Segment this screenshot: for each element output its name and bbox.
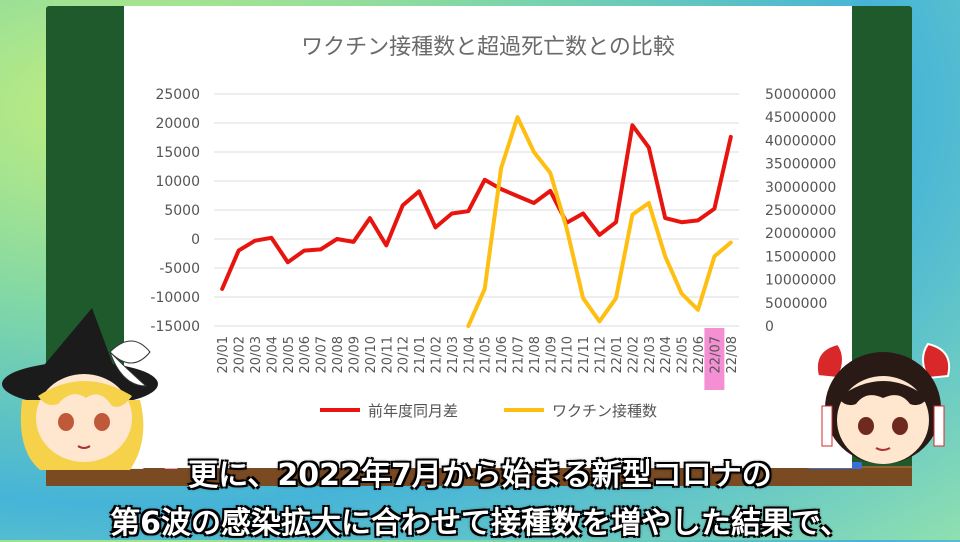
x-tick-label: 21/09 (544, 336, 559, 373)
x-tick-label: 21/11 (577, 336, 592, 373)
x-tick-label: 20/02 (233, 336, 248, 373)
right-tick-label: 0 (765, 319, 774, 335)
chalkboard-ledge (46, 466, 912, 486)
right-tick-label: 40000000 (765, 133, 836, 149)
highlight-marker (704, 328, 725, 390)
chart-title: ワクチン接種数と超過死亡数との比較 (301, 35, 675, 60)
right-tick-label: 15000000 (765, 249, 836, 265)
right-tick-label: 45000000 (765, 110, 836, 126)
x-tick-label: 21/06 (495, 336, 510, 373)
x-tick-label: 20/06 (298, 336, 313, 373)
shrine-maiden-character-icon (816, 342, 950, 464)
right-tick-label: 5000000 (765, 296, 827, 312)
x-tick-label: 20/01 (216, 336, 231, 373)
x-tick-label: 21/03 (446, 336, 461, 373)
x-tick-label: 22/08 (725, 336, 740, 373)
x-tick-label: 22/05 (676, 336, 691, 373)
x-tick-label: 22/06 (692, 336, 707, 373)
x-tick-label: 21/02 (429, 336, 444, 373)
right-tick-label: 25000000 (765, 203, 836, 219)
right-tick-label: 20000000 (765, 226, 836, 242)
x-tick-label: 20/08 (331, 336, 346, 373)
x-tick-label: 22/04 (659, 336, 674, 373)
series-line-2 (466, 115, 733, 328)
left-tick-label: 20000 (155, 116, 200, 132)
right-tick-label: 10000000 (765, 273, 836, 289)
legend: 前年度同月差 ワクチン接種数 (320, 402, 657, 420)
gridlines (214, 93, 739, 327)
x-tick-label: 21/01 (413, 336, 428, 373)
x-tick-label: 21/12 (594, 336, 609, 373)
chart-panel: ワクチン接種数と超過死亡数との比較 25000 20000 15000 10000 50… (124, 6, 852, 468)
right-tick-label: 50000000 (765, 87, 836, 103)
left-tick-label: -15000 (150, 319, 200, 335)
right-tick-label: 35000000 (765, 157, 836, 173)
legend-label-series-1: 前年度同月差 (368, 402, 458, 420)
left-tick-label: 25000 (155, 87, 200, 103)
left-tick-label: -10000 (150, 290, 200, 306)
x-tick-label: 21/08 (528, 336, 543, 373)
x-tick-label: 20/03 (249, 336, 264, 373)
left-tick-label: 5000 (164, 203, 200, 219)
subtitle-line-2: 第6波の感染拡大に合わせて接種数を増やした結果で、 (110, 506, 850, 541)
x-tick-label: 22/01 (610, 336, 625, 373)
x-tick-label: 20/10 (364, 336, 379, 373)
series-line-1 (220, 123, 733, 291)
x-tick-label: 21/07 (512, 336, 527, 373)
line-chart: ワクチン接種数と超過死亡数との比較 25000 20000 15000 10000 50… (150, 35, 836, 420)
x-axis-ticks: 20/01 20/02 20/03 20/04 20/05 20/06 20/07 20/08… (216, 328, 740, 390)
witch-character-icon (2, 308, 158, 470)
x-tick-label: 22/02 (626, 336, 641, 373)
x-tick-label: 20/07 (315, 336, 330, 373)
x-tick-label: 21/04 (462, 336, 477, 373)
left-tick-label: 0 (191, 232, 200, 248)
x-tick-label: 22/03 (643, 336, 658, 373)
x-tick-label: 20/09 (347, 336, 362, 373)
x-tick-label: 22/07 (708, 336, 723, 373)
left-axis-ticks: 25000 20000 15000 10000 5000 0 -5000 -10000 -150… (150, 87, 200, 335)
right-tick-label: 30000000 (765, 180, 836, 196)
x-tick-label: 21/05 (479, 336, 494, 373)
left-tick-label: -5000 (159, 261, 200, 277)
left-tick-label: 15000 (155, 145, 200, 161)
x-tick-label: 20/12 (397, 336, 412, 373)
right-axis-ticks: 5000000045000000400000003500000030000000… (765, 87, 836, 335)
x-tick-label: 20/11 (380, 336, 395, 373)
left-tick-label: 10000 (155, 174, 200, 190)
series-lines (220, 115, 733, 328)
x-tick-label: 21/10 (561, 336, 576, 373)
legend-label-series-2: ワクチン接種数 (552, 402, 657, 420)
x-tick-label: 20/04 (265, 336, 280, 373)
x-tick-label: 20/05 (282, 336, 297, 373)
